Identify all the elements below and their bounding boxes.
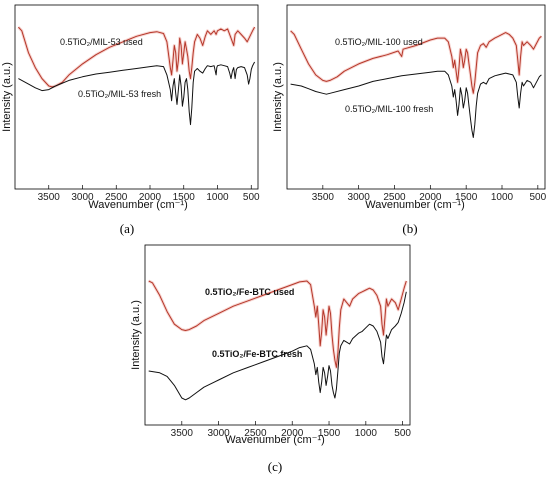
- panel-a-chart: 3500 3000 2500 2000 1500 1000 500 Intensity (a…: [1, 4, 260, 236]
- x-tick-label: 2500: [383, 192, 406, 203]
- y-axis-title: Intensity (a.u.): [272, 62, 284, 132]
- x-tick-label: 3500: [38, 192, 61, 203]
- x-tick-label: 3500: [312, 192, 335, 203]
- x-axis-title: Wavenumber (cm⁻¹): [88, 199, 188, 211]
- x-axis-title: Wavenumber (cm⁻¹): [225, 434, 325, 446]
- x-axis-title: Wavenumber (cm⁻¹): [365, 199, 465, 211]
- x-tick-label: 2000: [419, 192, 442, 203]
- series-line-fresh: [148, 291, 407, 401]
- series-line-used: [148, 280, 407, 368]
- x-ticks: 3500 3000 2500 2000 1500 1000 500: [171, 421, 411, 439]
- series-label-used: 0.5TiO₂/Fe-BTC used: [205, 287, 294, 297]
- panel-c-chart: 3500 3000 2500 2000 1500 1000 500 Intensity (a…: [130, 244, 411, 474]
- x-tick-label: 1500: [318, 428, 341, 439]
- x-tick-label: 3500: [171, 428, 194, 439]
- panel-b-chart: 3500 3000 2500 2000 1500 1000 500 Intensity (a…: [272, 4, 547, 236]
- series-group: [289, 29, 543, 138]
- x-tick-label: 500: [394, 428, 411, 439]
- panel-label: (b): [402, 221, 417, 236]
- series-label-fresh: 0.5TiO₂/MIL-53 fresh: [78, 89, 161, 99]
- x-tick-label: 3000: [207, 428, 230, 439]
- x-tick-label: 3000: [348, 192, 371, 203]
- series-label-used: 0.5TiO₂/MIL-53 used: [60, 37, 143, 47]
- series-group: [17, 26, 256, 126]
- x-tick-label: 1500: [455, 192, 478, 203]
- x-tick-label: 1000: [206, 192, 229, 203]
- x-tick-label: 500: [243, 192, 260, 203]
- y-axis-title: Intensity (a.u.): [1, 62, 13, 132]
- series-label-fresh: 0.5TiO₂/Fe-BTC fresh: [212, 349, 302, 359]
- x-tick-label: 2000: [281, 428, 304, 439]
- series-group: [148, 279, 408, 401]
- x-tick-label: 2500: [105, 192, 128, 203]
- panel-label: (a): [120, 221, 134, 236]
- x-tick-label: 2000: [139, 192, 162, 203]
- plot-frame: [144, 244, 411, 426]
- panel-label: (c): [268, 459, 282, 474]
- x-ticks: 3500 3000 2500 2000 1500 1000 500: [38, 185, 260, 203]
- series-line-fresh: [290, 70, 542, 138]
- x-ticks: 3500 3000 2500 2000 1500 1000 500: [312, 185, 547, 203]
- x-tick-label: 2500: [244, 428, 267, 439]
- series-label-used: 0.5TiO₂/MIL-100 used: [335, 37, 423, 47]
- x-tick-label: 500: [529, 192, 546, 203]
- series-label-fresh: 0.5TiO₂/MIL-100 fresh: [345, 104, 433, 114]
- x-tick-label: 1500: [173, 192, 196, 203]
- series-line-used: [290, 30, 542, 94]
- plot-frame: [14, 4, 259, 190]
- series-line-fresh: [18, 61, 256, 126]
- y-axis-title: Intensity (a.u.): [130, 300, 142, 370]
- x-tick-label: 1000: [491, 192, 514, 203]
- plot-frame: [286, 4, 546, 190]
- series-line-used: [18, 26, 256, 88]
- x-tick-label: 1000: [355, 428, 378, 439]
- x-tick-label: 3000: [71, 192, 94, 203]
